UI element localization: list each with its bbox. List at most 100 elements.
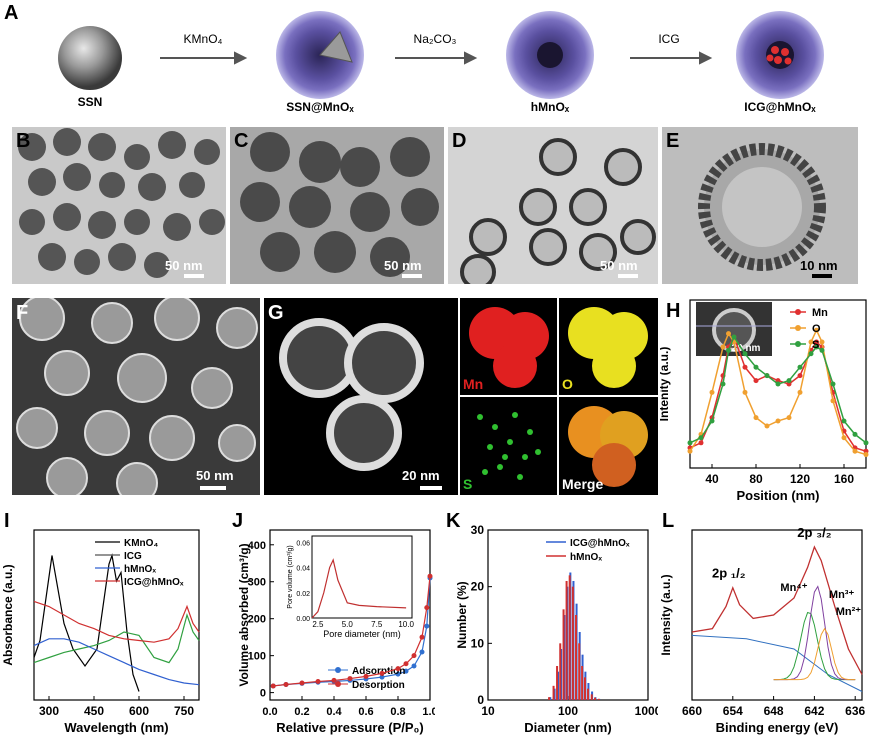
series-point-desorption (419, 634, 425, 640)
series-point-o (814, 327, 819, 333)
chart-h: Position (nm) Intenity (a.u.) 40 80 120 160 20… (660, 299, 869, 503)
bar-1 (565, 581, 568, 700)
x-tick-label: 750 (174, 704, 194, 718)
x-tick-label: 120 (790, 472, 810, 486)
legend-label-1: hMnOₓ (570, 552, 602, 563)
xps-peak-mn2 (773, 627, 856, 681)
legend-label-s: S (812, 339, 819, 351)
legend-marker-mn (795, 309, 801, 315)
series-point-o (852, 448, 858, 454)
arrow-1 (160, 51, 248, 65)
plot-frame (689, 299, 867, 469)
series-point-s (731, 334, 737, 340)
panel-label-l: L (662, 510, 675, 532)
series-point-o (709, 389, 715, 395)
y-tick-label: 30 (471, 523, 485, 537)
series-point-desorption (299, 680, 305, 686)
series-line-3 (33, 600, 200, 643)
tem-image-b (12, 127, 226, 284)
series-point-o (863, 452, 869, 458)
panel-label-g: G (268, 302, 284, 324)
haadf-image-g (264, 298, 458, 495)
h-inset-scale-bar: 20 nm (732, 343, 761, 354)
series-point-desorption (424, 605, 430, 611)
map-merge (559, 397, 658, 495)
y-tick-label: 200 (248, 614, 266, 626)
x-tick-label: 1.0 (422, 706, 435, 718)
inset-frame (311, 535, 413, 619)
schematic-svg (58, 11, 824, 99)
hmnox-particle (506, 11, 594, 99)
annotation-mn3: Mn³⁺ (829, 589, 855, 601)
series-point-o (797, 389, 803, 395)
legend-label-0: ICG@hMnOₓ (570, 538, 630, 549)
scale-bar-line-g (420, 486, 442, 490)
inset-y-tick-label: 0.04 (296, 566, 310, 573)
y-tick-label: 20 (471, 580, 485, 594)
panel-label-e: E (666, 130, 680, 152)
label-hmnox: hMnOₓ (530, 100, 570, 114)
series-point-s (786, 378, 792, 384)
legend-marker-s (795, 341, 801, 347)
scale-bar-line-b (184, 274, 204, 278)
series-point-s (863, 440, 869, 446)
series-point-o (764, 423, 770, 429)
y-axis-label: Intenity (a.u.) (660, 347, 671, 422)
series-point-mn (753, 378, 759, 384)
series-point-desorption (270, 683, 276, 689)
series-point-desorption (347, 676, 353, 682)
series-point-s (742, 351, 748, 357)
x-tick-label: 100 (558, 704, 578, 718)
bar-1 (571, 586, 574, 700)
scale-bar-line-f (200, 486, 226, 490)
plot-frame (33, 529, 200, 701)
map-label-mn: Mn (463, 376, 484, 392)
chart-k: Diameter (nm)Number (%)1010010000102030I… (455, 523, 658, 735)
bar-1 (597, 698, 600, 700)
y-tick-label: 0 (260, 688, 266, 700)
xps-background (691, 634, 863, 692)
series-line-desorption (273, 576, 431, 687)
ssn-mnox-particle (276, 11, 364, 99)
series-point-desorption (315, 679, 321, 685)
x-axis-label: Binding energy (eV) (716, 720, 839, 735)
bar-0 (553, 688, 556, 700)
annotation-2p12: 2p ₁/₂ (712, 566, 746, 581)
plot-frame (691, 529, 863, 701)
panel-label-j: J (232, 510, 244, 532)
series-point-s (720, 381, 726, 387)
series-point-s (797, 364, 803, 370)
inset-x-label: Pore diameter (nm) (323, 629, 401, 639)
scale-bar-e: 10 nm (800, 258, 838, 273)
series-point-desorption (403, 661, 409, 667)
tem-image-e (662, 127, 858, 284)
bar-1 (548, 697, 551, 700)
series-point-adsorption (424, 623, 430, 629)
tem-image-d (448, 127, 658, 284)
panel-label-h: H (666, 300, 681, 322)
x-tick-label: 0.0 (262, 706, 277, 718)
scale-bar-line-c (402, 274, 422, 278)
chart-l: Binding energy (eV) Intensity (a.u.) 660 65… (659, 525, 866, 735)
series-point-o (775, 418, 781, 424)
x-tick-label: 642 (804, 704, 824, 718)
y-tick-label: 10 (471, 636, 485, 650)
series-point-o (841, 435, 847, 441)
x-tick-label: 0.2 (294, 706, 309, 718)
series-point-s (687, 440, 693, 446)
series-point-adsorption (379, 674, 385, 680)
legend-marker-adsorption (335, 667, 341, 673)
inset-x-tick-label: 5.0 (342, 620, 354, 629)
x-tick-label: 10 (481, 704, 495, 718)
annotation-mn2: Mn²⁺ (836, 606, 862, 618)
series-point-adsorption (395, 671, 401, 677)
x-tick-label: 600 (129, 704, 149, 718)
x-tick-label: 648 (764, 704, 784, 718)
scale-bar-g: 20 nm (402, 468, 440, 483)
series-point-s (841, 418, 847, 424)
inset-line (311, 558, 407, 619)
legend-marker-desorption (335, 681, 341, 687)
x-tick-label: 450 (84, 704, 104, 718)
x-tick-label: 80 (749, 472, 763, 486)
